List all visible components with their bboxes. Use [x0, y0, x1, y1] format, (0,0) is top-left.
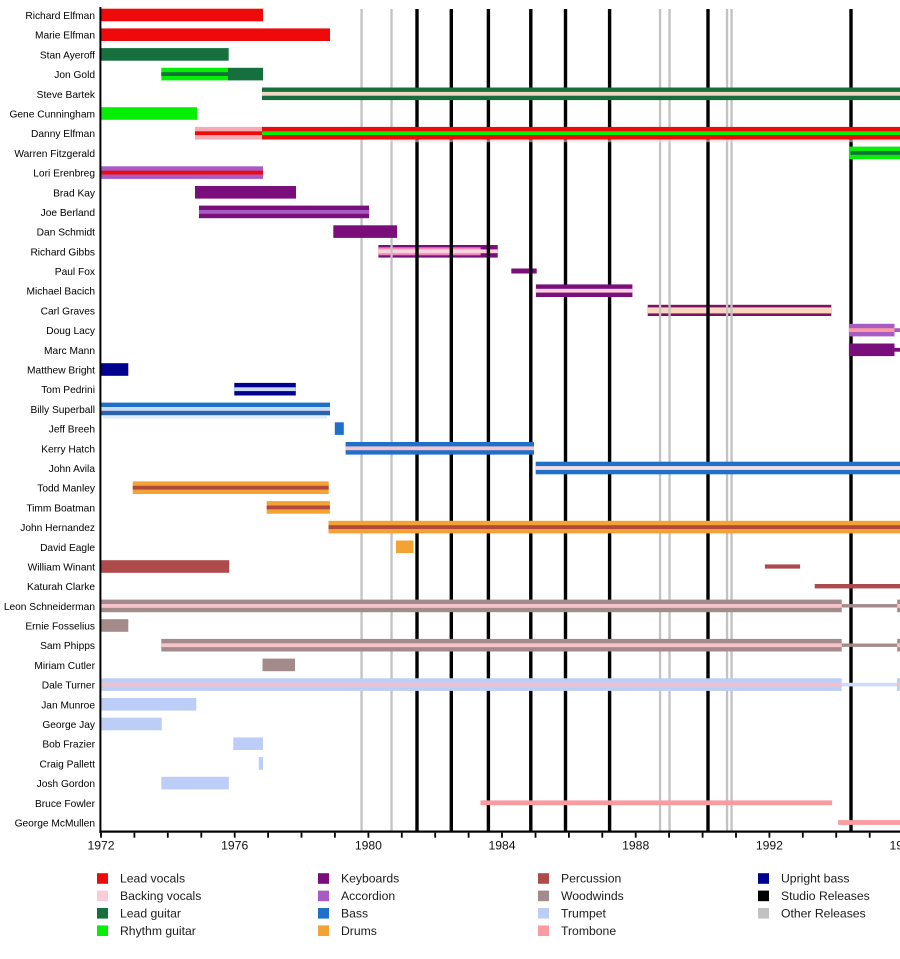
svg-text:Steve Bartek: Steve Bartek	[37, 90, 96, 101]
svg-text:Upright bass: Upright bass	[781, 872, 849, 886]
svg-text:Richard Gibbs: Richard Gibbs	[30, 247, 95, 258]
svg-text:Lead guitar: Lead guitar	[120, 906, 181, 920]
svg-text:Marie Elfman: Marie Elfman	[35, 31, 95, 42]
svg-text:Timm Boatman: Timm Boatman	[26, 503, 95, 514]
svg-text:Leon Schneiderman: Leon Schneiderman	[4, 602, 95, 613]
svg-text:Drums: Drums	[341, 924, 377, 938]
svg-text:George McMullen: George McMullen	[15, 819, 95, 830]
svg-text:Tom Pedrini: Tom Pedrini	[41, 385, 95, 396]
svg-text:Jeff Breeh: Jeff Breeh	[49, 425, 95, 436]
svg-text:John Avila: John Avila	[49, 464, 96, 475]
svg-text:Woodwinds: Woodwinds	[561, 889, 624, 903]
svg-text:Matthew Bright: Matthew Bright	[27, 366, 95, 377]
svg-text:Katurah Clarke: Katurah Clarke	[27, 582, 95, 593]
svg-text:Miriam Cutler: Miriam Cutler	[34, 661, 95, 672]
svg-text:1996: 1996	[890, 839, 900, 853]
svg-text:1992: 1992	[756, 839, 783, 853]
svg-text:John Hernandez: John Hernandez	[20, 523, 95, 534]
svg-text:Joe Berland: Joe Berland	[41, 208, 96, 219]
svg-text:Bob Frazier: Bob Frazier	[42, 740, 95, 751]
svg-text:Richard Elfman: Richard Elfman	[25, 11, 95, 22]
svg-text:Sam Phipps: Sam Phipps	[40, 641, 95, 652]
svg-text:Warren Fitzgerald: Warren Fitzgerald	[14, 149, 95, 160]
svg-text:Gene Cunningham: Gene Cunningham	[9, 110, 95, 121]
svg-text:1980: 1980	[355, 839, 382, 853]
svg-text:Paul Fox: Paul Fox	[55, 267, 95, 278]
svg-text:Studio Releases: Studio Releases	[781, 889, 870, 903]
svg-text:Kerry Hatch: Kerry Hatch	[41, 444, 95, 455]
svg-text:William Winant: William Winant	[28, 563, 96, 574]
svg-text:Lead vocals: Lead vocals	[120, 872, 185, 886]
svg-text:Other Releases: Other Releases	[781, 906, 866, 920]
svg-text:Danny Elfman: Danny Elfman	[31, 129, 95, 140]
svg-text:Rhythm guitar: Rhythm guitar	[120, 924, 196, 938]
svg-text:Doug Lacy: Doug Lacy	[46, 326, 96, 337]
svg-text:Todd Manley: Todd Manley	[37, 484, 96, 495]
svg-text:Ernie Fosselius: Ernie Fosselius	[25, 622, 95, 633]
svg-text:Accordion: Accordion	[341, 889, 395, 903]
svg-text:1984: 1984	[488, 839, 515, 853]
svg-text:Trombone: Trombone	[561, 924, 616, 938]
svg-text:Percussion: Percussion	[561, 872, 621, 886]
svg-text:Dan Schmidt: Dan Schmidt	[37, 228, 95, 239]
svg-text:1972: 1972	[87, 839, 114, 853]
svg-text:Josh Gordon: Josh Gordon	[37, 779, 95, 790]
svg-text:1976: 1976	[221, 839, 248, 853]
svg-text:Dale Turner: Dale Turner	[42, 681, 96, 692]
svg-text:Jan Munroe: Jan Munroe	[41, 700, 95, 711]
svg-text:David Eagle: David Eagle	[40, 543, 95, 554]
svg-text:Bruce Fowler: Bruce Fowler	[35, 799, 96, 810]
svg-text:Billy Superball: Billy Superball	[30, 405, 95, 416]
svg-text:Jon Gold: Jon Gold	[54, 70, 95, 81]
svg-text:Bass: Bass	[341, 906, 368, 920]
svg-text:Carl Graves: Carl Graves	[41, 306, 95, 317]
svg-text:Marc Mann: Marc Mann	[44, 346, 95, 357]
svg-text:Backing vocals: Backing vocals	[120, 889, 201, 903]
svg-text:George Jay: George Jay	[42, 720, 96, 731]
svg-text:Michael Bacich: Michael Bacich	[26, 287, 95, 298]
svg-text:Lori Erenbreg: Lori Erenbreg	[33, 169, 95, 180]
svg-text:Stan Ayeroff: Stan Ayeroff	[40, 50, 95, 61]
svg-text:Craig Pallett: Craig Pallett	[40, 759, 96, 770]
svg-text:Keyboards: Keyboards	[341, 872, 399, 886]
svg-text:Trumpet: Trumpet	[561, 906, 607, 920]
svg-text:1988: 1988	[622, 839, 649, 853]
svg-text:Brad Kay: Brad Kay	[53, 188, 96, 199]
